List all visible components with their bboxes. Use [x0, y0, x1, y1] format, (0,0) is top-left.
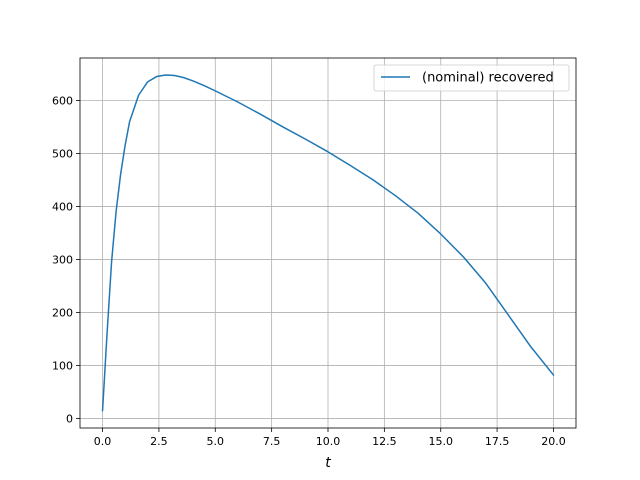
legend: (nominal) recovered: [373, 64, 570, 92]
x-tick-label: 7.5: [263, 435, 281, 448]
y-tick-label: 600: [52, 94, 73, 107]
x-tick-label: 0.0: [94, 435, 112, 448]
legend-box: [373, 64, 570, 92]
y-tick-label: 400: [52, 200, 73, 213]
legend-label: (nominal) recovered: [422, 71, 554, 86]
plot-frame: [79, 57, 577, 429]
y-tick-label: 300: [52, 253, 73, 266]
x-tick-label: 5.0: [207, 435, 225, 448]
x-axis-label: t: [325, 455, 331, 471]
series-line-nominal-recovered: [101, 74, 555, 412]
x-tick-label: 12.5: [372, 435, 397, 448]
y-tick-label: 100: [52, 359, 73, 372]
y-tick-label: 0: [66, 412, 73, 425]
x-tick-label: 10.0: [316, 435, 341, 448]
x-tick-label: 20.0: [541, 435, 566, 448]
y-tick-label: 500: [52, 147, 73, 160]
axis-ticks: 0.0 2.5 5.0 7.5 10.0 12.5 15.0 17.5 20.0 0 100 200 3…: [52, 94, 566, 448]
x-tick-label: 15.0: [428, 435, 453, 448]
grid: [80, 58, 576, 428]
x-tick-label: 2.5: [150, 435, 168, 448]
x-tick-label: 17.5: [485, 435, 510, 448]
y-tick-label: 200: [52, 306, 73, 319]
